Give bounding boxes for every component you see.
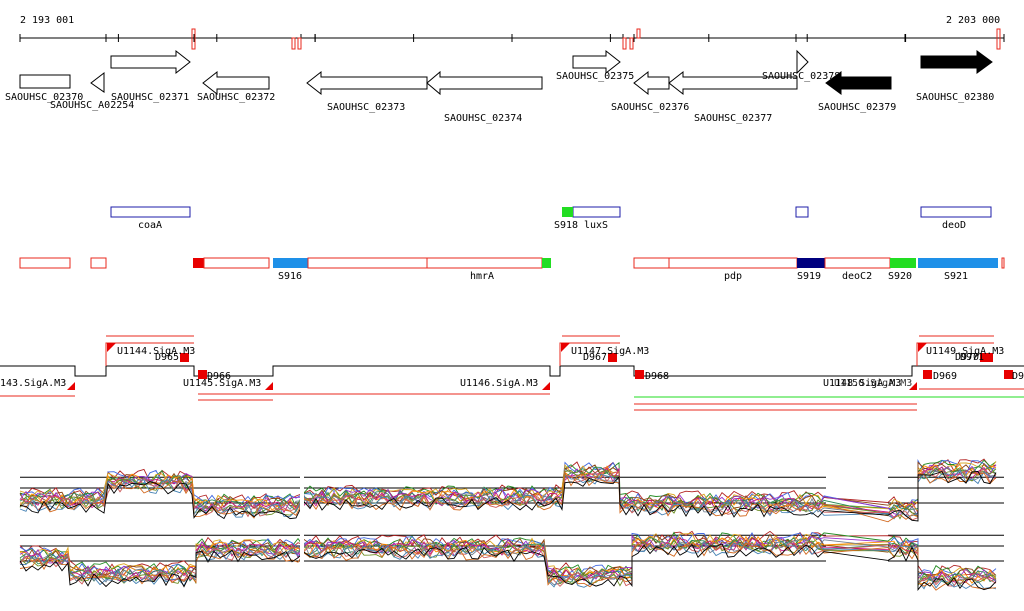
gene-02372[interactable]: SAOUHSC_02372 (197, 70, 275, 103)
gene-label: SAOUHSC_02374 (444, 113, 522, 124)
ruler-markers (191, 28, 1001, 50)
expression-profile-line (19, 465, 997, 515)
segment-deoC2[interactable] (824, 257, 891, 269)
expression-profile-line (19, 461, 997, 515)
downshift-label[interactable]: D965 (155, 352, 179, 363)
upshift-label[interactable]: U1149.SigA.M3 (926, 346, 1004, 357)
gene-label: SAOUHSC_02380 (916, 92, 994, 103)
gene-name-deoD[interactable]: deoD (920, 206, 992, 231)
segment-pdp[interactable] (668, 257, 798, 269)
segment-label-S918: S918 (554, 220, 578, 231)
upshift-label[interactable]: U1144.SigA.M3 (117, 346, 195, 357)
segment-S919[interactable] (797, 258, 825, 268)
segment[interactable] (307, 257, 428, 269)
segment-label-S920: S920 (888, 271, 912, 282)
gene-label: SAOUHSC_02378 (762, 71, 840, 82)
segment[interactable] (19, 257, 71, 269)
upshift-label[interactable]: U1150.SigA.M3 (834, 378, 912, 389)
segment-S916[interactable] (273, 258, 308, 268)
gene-name-label: coaA (138, 220, 162, 231)
gene-label: SAOUHSC_02379 (818, 102, 896, 113)
gene-name-track: coaA luxS deoD S918 (110, 206, 992, 231)
expression-profile-panels (19, 450, 1004, 591)
gene-02375[interactable]: SAOUHSC_02375 (556, 49, 634, 82)
gene-label: SAOUHSC_02371 (111, 92, 189, 103)
expression-panel (19, 530, 1004, 591)
expression-profile-line (19, 542, 997, 591)
gene-02373[interactable]: SAOUHSC_02373 (306, 70, 428, 113)
segment-S920[interactable] (890, 258, 916, 268)
shift-track: U1144.SigA.M3 U1145.SigA.M3 U1146.SigA.M… (0, 335, 1024, 411)
segment[interactable] (542, 258, 551, 268)
expression-panel (19, 458, 1004, 523)
segment[interactable] (203, 257, 270, 269)
gene-name-label: deoD (942, 220, 966, 231)
segment-S921[interactable] (918, 258, 998, 268)
ruler-end-label: 2 203 000 (946, 15, 1000, 26)
segment-label-S916: S916 (278, 271, 302, 282)
gene-label: SAOUHSC_02372 (197, 92, 275, 103)
segment[interactable] (193, 258, 204, 268)
upshift-label[interactable]: 143.SigA.M3 (0, 378, 66, 389)
ruler-start-label: 2 193 001 (20, 15, 74, 26)
gene-02376[interactable]: SAOUHSC_02376 (611, 70, 689, 113)
expression-profile-line (19, 532, 997, 581)
upshift-label[interactable]: U1146.SigA.M3 (460, 378, 538, 389)
gene-02371[interactable]: SAOUHSC_02371 (110, 49, 191, 103)
expression-profile-line (19, 463, 997, 517)
gene-name-coaA[interactable]: coaA (110, 206, 191, 231)
expression-profile-line (19, 536, 997, 585)
gene-name-luxS[interactable]: luxS (572, 206, 621, 231)
segment-label-pdp: pdp (724, 271, 742, 282)
gene-track: SAOUHSC_02370 SAOUHSC_A02254 SAOUHSC_023… (5, 49, 994, 124)
gene-02380[interactable]: SAOUHSC_02380 (916, 50, 994, 103)
gene-02370[interactable]: SAOUHSC_02370 (5, 74, 83, 103)
segment-label-S921: S921 (944, 271, 968, 282)
segment-track: S916 hmrA pdp S919 deoC2 S920 S921 (19, 257, 1005, 282)
gene-label: SAOUHSC_02376 (611, 102, 689, 113)
segment-hmrA[interactable] (426, 257, 543, 269)
gene-label: SAOUHSC_02375 (556, 71, 634, 82)
upshift-label[interactable]: U1148.SigA.M3 (823, 378, 901, 389)
gene-label: SAOUHSC_02377 (694, 113, 772, 124)
gene-02374[interactable]: SAOUHSC_02374 (426, 70, 543, 124)
expression-profile-line (19, 543, 997, 591)
gene-label: SAOUHSC_02370 (5, 92, 83, 103)
gene-label: SAOUHSC_A02254 (50, 100, 134, 111)
expression-profile-line (19, 461, 997, 510)
downshift-label[interactable]: D971 (960, 352, 984, 363)
expression-profile-line (19, 468, 997, 521)
expression-profile-line (19, 470, 997, 523)
segment[interactable] (633, 257, 670, 269)
downshift-label[interactable]: D968 (645, 371, 669, 382)
segment-S918-marker[interactable] (562, 207, 573, 217)
segment[interactable] (90, 257, 107, 269)
upshift-label[interactable]: U1147.SigA.M3 (571, 346, 649, 357)
downshift-label[interactable]: D969 (933, 371, 957, 382)
gene-name-unlabeled[interactable] (795, 206, 809, 218)
gene-02379[interactable]: SAOUHSC_02379 (818, 71, 896, 113)
segment-label-hmrA: hmrA (470, 271, 494, 282)
coordinate-ruler: 2 193 001 2 203 000 (19, 15, 1005, 50)
gene-02377[interactable]: SAOUHSC_02377 (668, 70, 798, 124)
segment-label-S919: S919 (797, 271, 821, 282)
expression-profile-line (19, 541, 997, 590)
gene-A02254[interactable]: SAOUHSC_A02254 (50, 71, 134, 111)
segment-label-deoC2: deoC2 (842, 271, 872, 282)
expression-profile-line (19, 533, 997, 582)
expression-profile-line (19, 538, 997, 585)
downshift-label[interactable]: D967 (583, 352, 607, 363)
expression-profile-line (19, 470, 997, 522)
downshift-label[interactable]: D966 (207, 371, 231, 382)
gene-02378[interactable]: SAOUHSC_02378 (762, 49, 840, 82)
downshift-label[interactable]: D97 (1012, 371, 1024, 382)
upshift-label[interactable]: U1145.SigA.M3 (183, 378, 261, 389)
gene-name-label: luxS (584, 220, 608, 231)
downshift-label[interactable]: D970 (955, 352, 979, 363)
gene-label: SAOUHSC_02373 (327, 102, 405, 113)
expression-profile-line (19, 539, 997, 586)
segment[interactable] (1001, 257, 1005, 269)
